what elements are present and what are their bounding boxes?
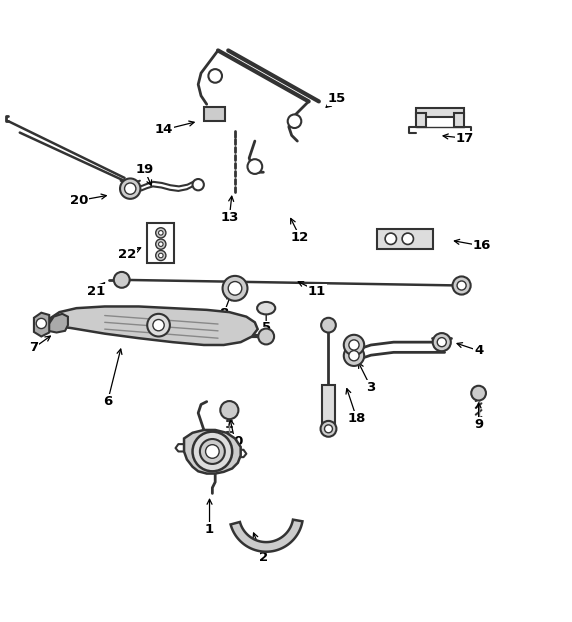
Circle shape <box>114 272 130 288</box>
Text: 22: 22 <box>118 248 137 261</box>
Text: 7: 7 <box>29 341 38 355</box>
Bar <box>376 229 433 249</box>
Text: 16: 16 <box>472 239 491 253</box>
Text: 15: 15 <box>328 92 346 105</box>
Text: 4: 4 <box>474 344 483 357</box>
Circle shape <box>258 328 274 345</box>
Text: 17: 17 <box>455 132 474 145</box>
Text: 2: 2 <box>259 551 268 564</box>
Circle shape <box>320 421 336 437</box>
Circle shape <box>208 69 222 83</box>
Circle shape <box>156 239 166 249</box>
Ellipse shape <box>257 302 275 314</box>
Circle shape <box>402 233 414 244</box>
Polygon shape <box>231 519 303 552</box>
Bar <box>204 107 225 121</box>
Polygon shape <box>48 307 257 345</box>
Text: 3: 3 <box>366 381 376 394</box>
Bar <box>416 108 464 117</box>
Text: 11: 11 <box>308 285 326 298</box>
Text: 6: 6 <box>103 395 112 408</box>
Circle shape <box>156 251 166 261</box>
Circle shape <box>147 314 170 337</box>
Text: 8: 8 <box>219 307 228 320</box>
Polygon shape <box>48 314 68 333</box>
Text: 1: 1 <box>205 522 214 536</box>
Circle shape <box>156 228 166 238</box>
Circle shape <box>344 335 364 355</box>
Circle shape <box>452 276 471 295</box>
Circle shape <box>248 159 262 174</box>
Circle shape <box>437 338 446 346</box>
Bar <box>321 384 335 427</box>
Text: 10: 10 <box>226 435 244 448</box>
Text: 5: 5 <box>261 322 271 335</box>
Circle shape <box>36 318 46 328</box>
Text: 14: 14 <box>155 123 173 136</box>
Circle shape <box>349 351 359 361</box>
Circle shape <box>200 439 225 464</box>
Circle shape <box>432 333 451 351</box>
Polygon shape <box>34 313 49 337</box>
Circle shape <box>228 282 242 295</box>
Text: 19: 19 <box>135 163 153 176</box>
Circle shape <box>223 276 248 301</box>
Circle shape <box>153 320 164 331</box>
Circle shape <box>344 346 364 366</box>
Circle shape <box>288 114 301 128</box>
Circle shape <box>120 179 140 199</box>
Circle shape <box>158 242 163 246</box>
Text: 9: 9 <box>474 418 483 431</box>
Circle shape <box>349 340 359 350</box>
Bar <box>147 223 174 263</box>
Circle shape <box>220 401 239 419</box>
Text: 18: 18 <box>348 412 366 425</box>
Circle shape <box>193 179 204 190</box>
Circle shape <box>385 233 396 244</box>
Circle shape <box>324 425 332 433</box>
Bar <box>454 113 464 127</box>
Circle shape <box>158 253 163 258</box>
Circle shape <box>158 231 163 235</box>
Text: 21: 21 <box>87 285 105 298</box>
Text: 20: 20 <box>70 194 89 207</box>
Circle shape <box>321 318 336 333</box>
Circle shape <box>125 183 136 194</box>
Circle shape <box>193 432 232 471</box>
Text: 12: 12 <box>291 231 309 244</box>
Circle shape <box>457 281 466 290</box>
Bar <box>416 113 427 127</box>
Circle shape <box>471 386 486 401</box>
Circle shape <box>205 445 219 458</box>
Polygon shape <box>184 430 241 473</box>
Text: 13: 13 <box>220 211 239 224</box>
